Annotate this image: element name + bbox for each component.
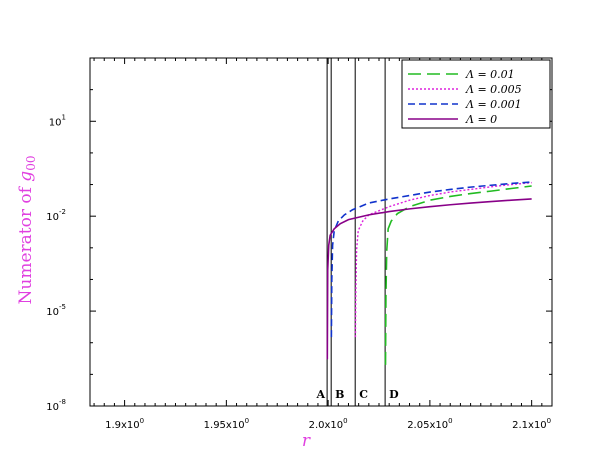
x-tick-label: 1.9x100: [105, 417, 144, 431]
legend-box: [401, 59, 551, 129]
series-line-2: [330, 181, 532, 338]
y-tick-label: 10-8: [46, 398, 66, 413]
x-axis-ticks: 1.9x100 1.95x100 2.0x100 2.05x100 2.1x100: [105, 58, 551, 431]
y-axis-label: Numerator of g00: [16, 156, 38, 305]
legend-label-1: Λ = 0.005: [465, 83, 522, 96]
series-line-0: [384, 185, 532, 365]
y-tick-label: 101: [49, 113, 66, 128]
series-lines: [326, 181, 532, 365]
plot-frame: [89, 57, 553, 407]
vertical-line-label-c: C: [359, 388, 368, 401]
y-axis-label-sub: 00: [24, 156, 38, 171]
y-axis-label-main: Numerator of: [16, 182, 36, 305]
x-tick-label: 2.05x100: [407, 417, 452, 431]
legend-label-2: Λ = 0.001: [465, 98, 522, 111]
series-line-3: [326, 198, 532, 360]
legend-label-0: Λ = 0.01: [465, 68, 515, 81]
y-axis-label-var: g: [16, 171, 36, 182]
vertical-line-label-a: A: [316, 388, 326, 401]
series-line-1: [354, 181, 532, 338]
legend: Λ = 0.01 Λ = 0.005 Λ = 0.001 Λ = 0: [401, 59, 551, 129]
y-tick-label: 10-5: [46, 303, 66, 318]
minor-ticks: [90, 57, 553, 406]
x-axis-label: r: [302, 431, 311, 451]
x-tick-label: 2.0x100: [309, 417, 348, 431]
y-axis-ticks: 101 10-2 10-5 10-8: [46, 113, 552, 413]
x-tick-label: 1.95x100: [204, 417, 249, 431]
legend-label-3: Λ = 0: [465, 113, 497, 126]
y-tick-label: 10-2: [46, 208, 66, 223]
vertical-line-label-b: B: [335, 388, 344, 401]
vertical-line-label-d: D: [389, 388, 399, 401]
x-tick-label: 2.1x100: [512, 417, 551, 431]
